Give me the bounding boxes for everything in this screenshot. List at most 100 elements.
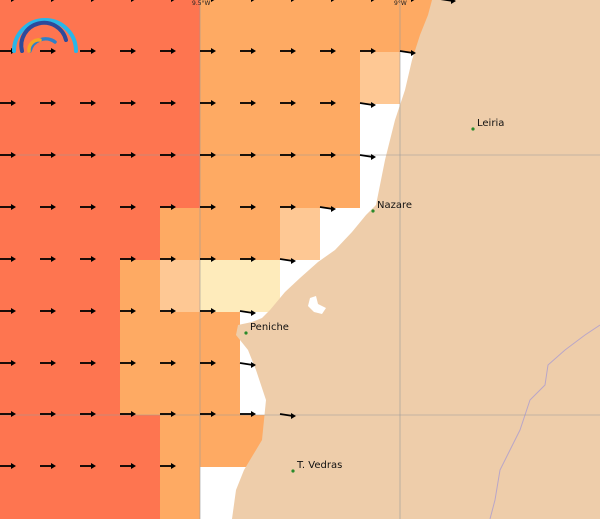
land-portugal [232,0,600,519]
wave-arrow [40,256,56,262]
wave-arrow [0,360,16,366]
wave-cell [120,415,160,467]
lagoon [308,296,326,314]
wave-arrow [0,152,16,158]
wave-cell [200,156,240,208]
wave-cell [120,104,160,156]
wave-cell [80,260,120,312]
wave-cell [160,260,200,312]
wave-cell [280,104,320,156]
wave-arrow [200,48,216,54]
wave-cell [40,52,80,104]
wave-cell [80,312,120,364]
wave-cell [0,104,40,156]
wave-logo-icon [12,18,78,53]
wave-arrow [280,152,296,158]
wave-cell [120,156,160,208]
wave-cell [160,0,200,52]
wave-arrow [0,308,16,314]
wave-arrow [131,0,135,2]
wave-cell [160,52,200,104]
grid-label-9-5w: 9.5°W [192,0,211,7]
wave-cell [280,156,320,208]
wave-arrow [160,48,176,54]
wave-cell [40,312,80,364]
wave-cell [120,260,160,312]
wave-arrow [40,204,56,210]
wave-arrow [200,256,216,262]
wave-arrow [251,0,255,2]
wave-arrow [240,152,256,158]
wave-arrow [80,256,96,262]
city-peniche[interactable]: Peniche [244,322,289,335]
wave-arrow [160,152,176,158]
wave-cell [120,0,160,52]
wave-arrow [160,463,176,469]
city-label: Leiria [477,118,504,129]
wave-cell [200,260,240,312]
wave-arrow [0,256,16,262]
wave-cell [40,260,80,312]
wave-cell [200,104,240,156]
wave-arrow [40,308,56,314]
wave-cell [320,156,360,208]
wave-arrow [80,308,96,314]
wave-cell [0,156,40,208]
wave-arrow [240,204,256,210]
wave-cell [200,312,240,364]
wave-arrow [291,0,295,2]
city-nazare[interactable]: Nazare [371,200,412,213]
wave-arrow [200,360,216,366]
wave-arrow [331,0,335,2]
wave-cell [240,104,280,156]
wave-cell [160,467,200,519]
wave-cell [160,415,200,467]
wave-arrow [239,310,256,316]
city-label: Nazare [377,200,412,211]
wave-cell [0,208,40,260]
wave-arrow [120,411,136,417]
wave-arrow [80,463,96,469]
wave-arrow [440,0,456,4]
wave-arrow [0,411,16,417]
wave-arrow [280,204,296,210]
wave-arrow [40,152,56,158]
wave-arrow [280,48,296,54]
wave-arrow [239,362,256,368]
wave-arrow [320,48,336,54]
wave-arrow [320,152,336,158]
wave-arrow [279,413,296,419]
wave-arrow [120,204,136,210]
wave-arrow [120,152,136,158]
wave-arrow [200,411,216,417]
wave-arrow [80,100,96,106]
wave-arrow [160,411,176,417]
city-leiria[interactable]: Leiria [471,118,504,131]
wave-arrow [0,100,16,106]
wave-cell [40,104,80,156]
grid-label-9w: 9°W [394,0,407,7]
wave-cell [200,208,240,260]
city-t-vedras[interactable]: T. Vedras [291,460,342,473]
wave-cell [240,52,280,104]
wave-cell [280,0,320,52]
wave-arrow [160,308,176,314]
wave-arrow [91,0,95,2]
wave-cell [0,467,40,519]
wave-arrow [359,102,376,108]
wave-arrow [40,100,56,106]
wave-arrow [51,0,55,2]
wave-arrow [40,463,56,469]
wave-arrow [120,360,136,366]
wave-cell [160,312,200,364]
wave-arrow [160,100,176,106]
wave-cell [200,0,240,52]
wave-cell [240,260,280,312]
wave-arrow [371,0,375,2]
wave-height-cells [0,0,440,519]
wave-cell [120,364,160,415]
wave-cell [320,0,360,52]
wave-cell [280,208,320,260]
